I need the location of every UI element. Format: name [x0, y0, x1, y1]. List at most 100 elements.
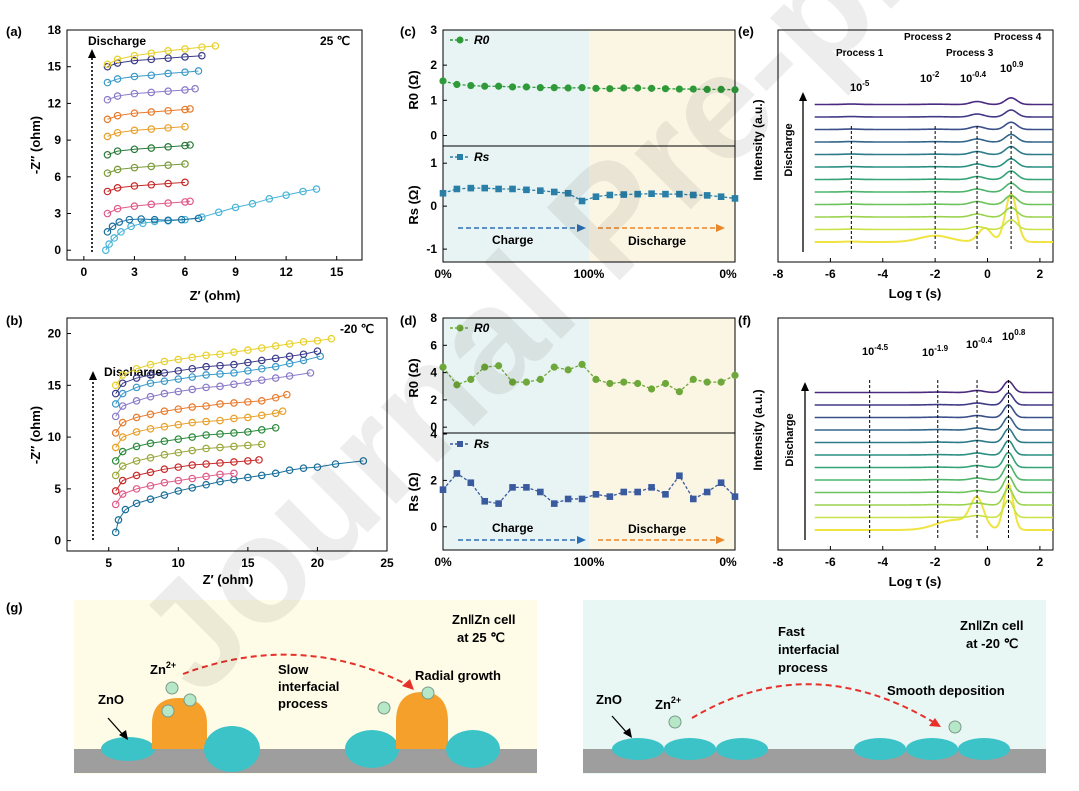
data-point-b1-9	[230, 469, 238, 478]
zno-deposit	[906, 738, 958, 760]
data-point-b2-6	[188, 461, 197, 469]
zn-growth	[152, 698, 207, 749]
x-tick-label-d-0: 0%	[434, 555, 452, 569]
data-point-a9-5	[181, 68, 189, 77]
data-point-R0-1	[453, 381, 461, 389]
data-point-b4-6	[188, 433, 197, 441]
data-point-a1-7	[177, 215, 186, 224]
data-point-a6-0	[103, 132, 112, 141]
data-point-b1-2	[132, 485, 141, 493]
data-point-b5-12	[271, 409, 280, 418]
data-point-a0-9	[198, 213, 206, 221]
data-point-b6-13	[283, 390, 291, 399]
peak-label-e-3: 10-0.4	[960, 70, 987, 85]
data-point-a6-5	[181, 122, 189, 131]
resistance-plot-25c: R0 Rs Charge Discharge R0 (Ω) Rs (Ω) 0% …	[406, 23, 739, 281]
series-line-R0	[442, 363, 736, 393]
data-point-a3-2	[130, 182, 139, 190]
data-point-b3-5	[174, 448, 183, 457]
data-point-Rs-13	[620, 191, 628, 198]
data-point-b4-1	[118, 447, 127, 456]
data-point-b5-1	[118, 433, 127, 441]
data-point-b9-11	[257, 356, 266, 365]
x-tick-label-c-1: 100%	[574, 267, 605, 281]
y-tick-label: 2	[430, 473, 437, 487]
data-point-R0-11	[592, 375, 600, 384]
drt-curve-5	[814, 451, 1053, 469]
data-point-Rs-9	[564, 189, 572, 197]
data-point-b7-5	[174, 387, 183, 396]
series-b	[111, 334, 368, 537]
y-tick-label: 1	[430, 93, 437, 107]
panel-label-d: (d)	[400, 313, 417, 328]
data-point-b8-13	[285, 359, 294, 368]
data-point-b2-9	[230, 458, 238, 466]
ion-path	[182, 653, 411, 687]
data-point-b6-3	[146, 410, 155, 419]
data-point-b9-6	[188, 364, 197, 373]
arrowhead-icon	[929, 718, 941, 727]
x-tick-label: -6	[825, 555, 836, 569]
data-point-b9-13	[285, 352, 294, 361]
data-point-b8-5	[174, 375, 183, 383]
data-point-a9-6	[194, 67, 203, 75]
data-point-R0-18	[689, 375, 697, 384]
data-point-Rs-2	[467, 184, 475, 192]
data-point-R0-16	[661, 379, 670, 388]
data-point-b6-0	[111, 429, 120, 437]
data-point-a11-5	[181, 45, 189, 53]
data-point-b0-2	[121, 505, 130, 514]
data-point-a5-3	[147, 144, 156, 152]
data-point-b0-15	[299, 464, 308, 472]
y-axis-label-b: -Z″ (ohm)	[28, 406, 43, 464]
data-point-b10-8	[216, 350, 224, 359]
data-point-b5-11	[257, 411, 266, 420]
drt-curve-11	[814, 96, 1053, 106]
peak-label-e-2: 10-2	[920, 70, 940, 85]
y-tick-label: 0	[430, 420, 437, 434]
discharge-label-a: Discharge	[88, 34, 146, 48]
arrowhead-icon	[577, 536, 586, 544]
data-point-b5-6	[188, 418, 197, 427]
data-point-a11-1	[113, 55, 122, 64]
data-point-a2-0	[103, 209, 112, 218]
data-point-Rs-0	[439, 486, 447, 493]
data-point-Rs-21	[731, 493, 739, 500]
data-point-b3-2	[132, 457, 141, 465]
data-point-b9-2	[132, 374, 141, 382]
data-point-b6-1	[118, 418, 127, 427]
drt-curve-5	[814, 170, 1053, 181]
ticks-c: 0 1 2 3 -1 0 1	[426, 23, 447, 256]
data-point-a0-3	[117, 228, 125, 236]
data-point-a10-0	[103, 62, 112, 71]
arrowhead-icon	[402, 679, 414, 690]
data-point-Rs-14	[634, 190, 641, 198]
data-point-a5-6	[186, 141, 194, 149]
zno-deposit	[204, 726, 260, 772]
temp-label-25c: at 25 ℃	[457, 630, 505, 645]
data-point-b1-1	[118, 490, 127, 498]
data-point-b3-4	[160, 450, 169, 459]
data-point-a9-0	[103, 78, 112, 87]
discharge-label-e: Discharge	[783, 123, 795, 176]
data-point-b10-6	[188, 353, 197, 362]
arrowhead-icon	[89, 371, 97, 380]
data-point-Rs-17	[676, 472, 683, 480]
data-point-b10-3	[146, 360, 155, 369]
x-tick-label: 0	[984, 555, 991, 569]
x-tick-label: 0	[81, 265, 88, 279]
drt-curve-4	[814, 463, 1053, 481]
data-point-b10-16	[327, 334, 336, 343]
schematic-minus20c: ZnO Zn2+ Fast interfacial process Smooth…	[583, 600, 1046, 774]
y-tick-label: 18	[48, 23, 62, 37]
data-point-b6-12	[271, 393, 280, 402]
data-point-a8-4	[164, 87, 172, 95]
data-point-Rs-19	[703, 488, 711, 496]
data-point-Rs-3	[481, 497, 489, 505]
data-point-b5-10	[244, 413, 252, 422]
data-point-a7-6	[186, 105, 194, 113]
data-point-b8-10	[244, 367, 252, 375]
y-tick-label: 10	[48, 430, 62, 444]
drt-curve-11	[814, 380, 1053, 394]
arrowhead-icon	[716, 224, 725, 232]
